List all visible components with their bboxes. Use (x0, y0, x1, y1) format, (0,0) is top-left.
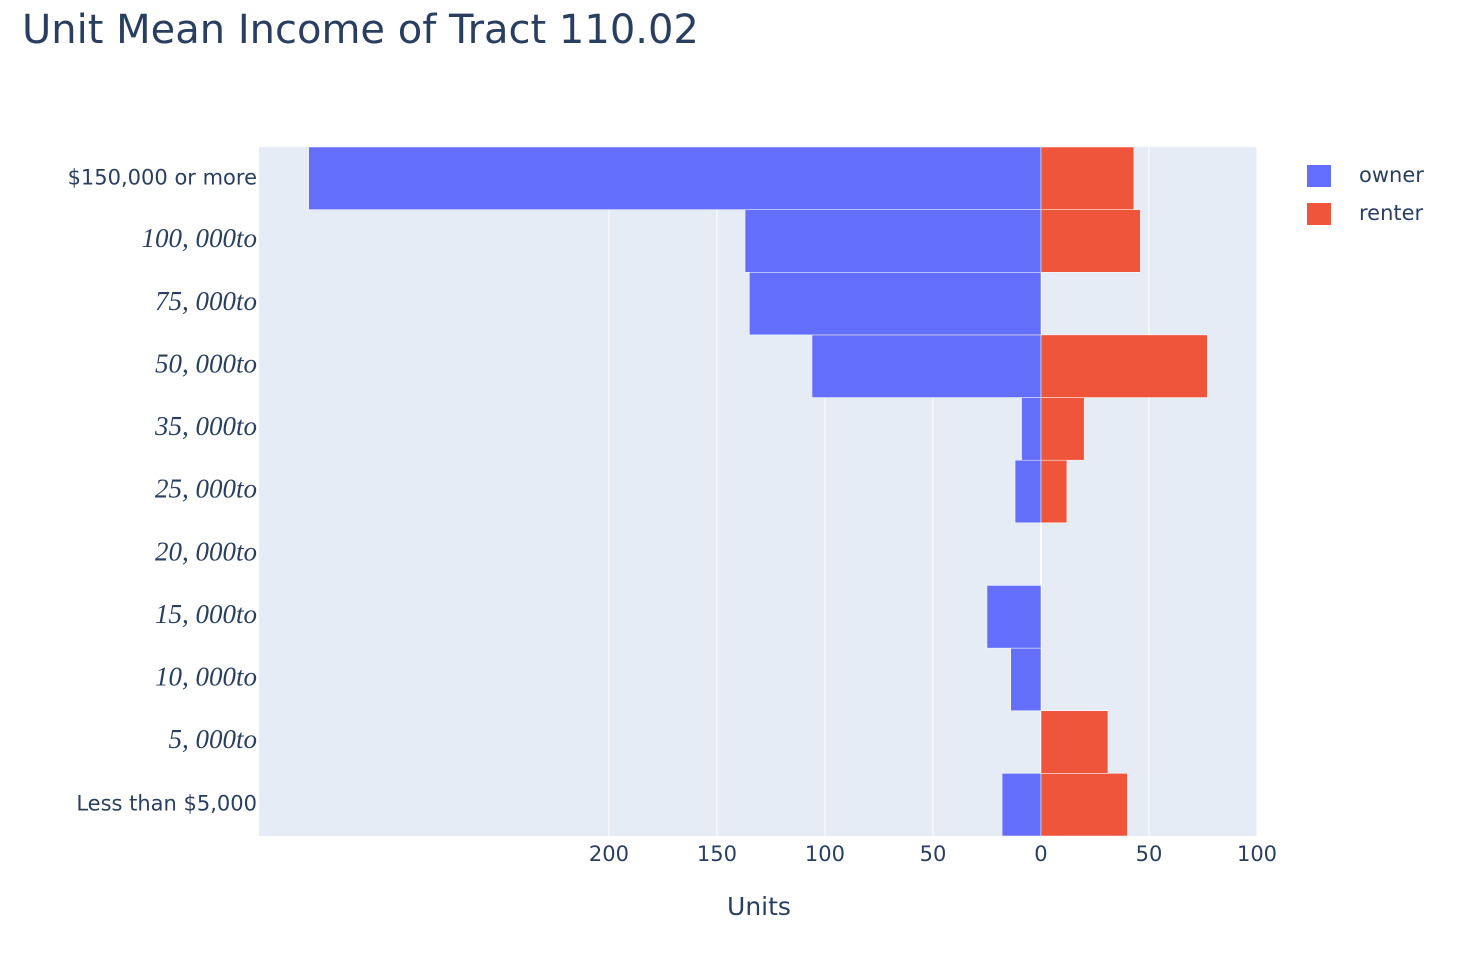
bar (1040, 710, 1109, 774)
bar (1040, 459, 1068, 524)
y-tick-label: 50, 000to (155, 348, 257, 378)
x-tick-label: 50 (1136, 842, 1163, 866)
bar (1010, 647, 1042, 711)
bar (811, 334, 1042, 398)
bar (744, 209, 1042, 273)
x-tick-label: 100 (805, 842, 845, 866)
x-tick-label: 0 (1034, 842, 1047, 866)
y-tick-label: 35, 000to (154, 411, 257, 441)
y-tick-label: 20, 000to (155, 536, 257, 566)
bar (308, 146, 1042, 210)
y-tick-label: 100, 000to (141, 223, 257, 253)
x-tick-label: 100 (1237, 842, 1277, 866)
bar (749, 272, 1042, 336)
y-tick-label: 25, 000to (155, 474, 257, 504)
legend-label: renter (1359, 201, 1424, 225)
x-tick-label: 50 (920, 842, 947, 866)
bar (1040, 397, 1085, 461)
bar (1040, 209, 1141, 273)
x-axis-label: Units (727, 892, 791, 921)
y-tick-label: $150,000 or more (68, 165, 257, 189)
bar (1040, 146, 1135, 210)
y-tick-label: 15, 000to (155, 599, 257, 629)
bar (1040, 773, 1128, 837)
y-tick-label: Less than $5,000 (76, 792, 257, 816)
bar (986, 585, 1042, 649)
bar (1021, 397, 1042, 461)
legend-swatch (1307, 165, 1331, 187)
y-tick-label: 75, 000to (155, 286, 257, 316)
bar (1014, 459, 1042, 524)
y-tick-label: 10, 000to (155, 662, 257, 692)
x-tick-label: 200 (589, 842, 629, 866)
legend-label: owner (1359, 163, 1424, 187)
y-tick-label: 5, 000to (168, 724, 257, 754)
legend-swatch (1307, 203, 1331, 225)
x-tick-label: 150 (697, 842, 737, 866)
chart-title: Unit Mean Income of Tract 110.02 (22, 7, 699, 53)
bar (1040, 334, 1208, 398)
bar (1001, 773, 1042, 837)
